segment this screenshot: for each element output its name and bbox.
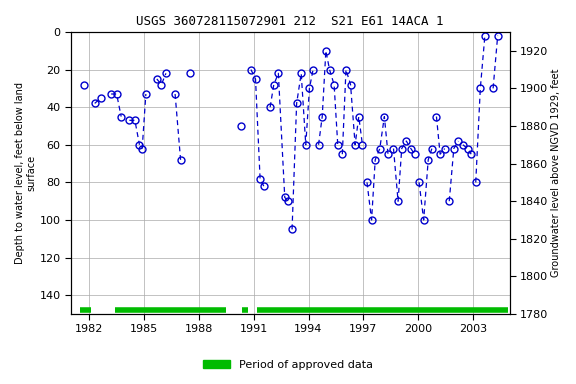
Title: USGS 360728115072901 212  S21 E61 14ACA 1: USGS 360728115072901 212 S21 E61 14ACA 1: [137, 15, 444, 28]
Y-axis label: Depth to water level, feet below land
surface: Depth to water level, feet below land su…: [15, 82, 37, 264]
Legend: Period of approved data: Period of approved data: [198, 356, 378, 375]
Y-axis label: Groundwater level above NGVD 1929, feet: Groundwater level above NGVD 1929, feet: [551, 69, 561, 277]
